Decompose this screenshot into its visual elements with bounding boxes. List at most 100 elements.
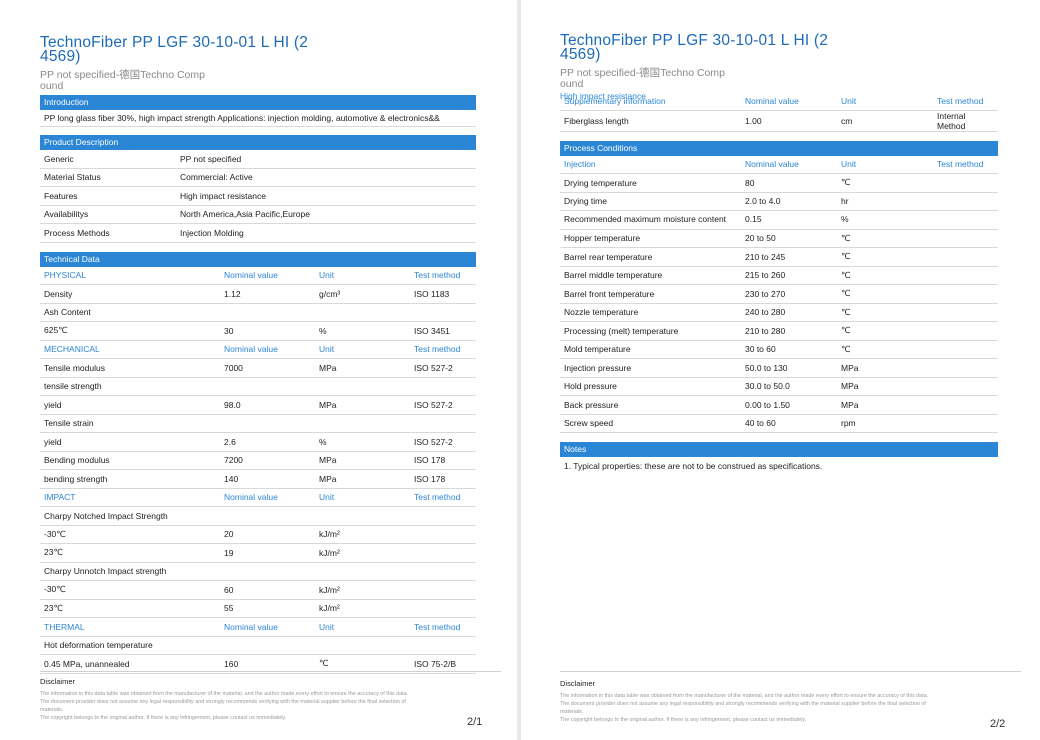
unit-cell: kJ/m² <box>315 599 410 618</box>
disclaimer-line: materials. <box>40 707 64 713</box>
property-cell: Barrel middle temperature <box>560 266 741 285</box>
product-description-header: Product Description <box>40 135 476 150</box>
disclaimer: Disclaimer The information in this data … <box>560 679 928 724</box>
value-cell: 19 <box>220 543 315 563</box>
unit-cell: cm <box>837 110 933 132</box>
test-method-cell <box>933 340 998 359</box>
test-method-cell <box>933 395 998 415</box>
property-cell: 23℃ <box>40 599 220 618</box>
unit-cell: % <box>315 321 410 341</box>
test-method-cell <box>933 266 998 285</box>
test-method-cell <box>933 247 998 267</box>
supplementary-section: High impact resistance Supplementary inf… <box>560 91 998 132</box>
table-row: yield 2.6% ISO 527-2 <box>40 432 476 452</box>
column-header: Test method <box>410 488 476 507</box>
test-method-cell: ISO 1183 <box>410 284 476 304</box>
value-cell: 2.6 <box>220 432 315 452</box>
test-method-cell <box>933 173 998 193</box>
test-method-cell <box>410 636 476 655</box>
unit-cell: hr <box>837 192 933 211</box>
value-cell <box>220 414 315 433</box>
table-row: Recommended maximum moisture content 0.15… <box>560 210 998 230</box>
column-header: Nominal value <box>220 266 315 285</box>
subtitle-line-1: PP not specified-德国Techno Comp <box>560 67 725 79</box>
document-subtitle: PP not specified-德国Techno Comp ound <box>560 68 998 90</box>
column-header: Test method <box>410 340 476 359</box>
unit-cell: MPa <box>837 358 933 378</box>
property-cell: Charpy Unnotch Impact strength <box>40 562 220 581</box>
table-row: Tensile modulus 7000 MPa ISO 527-2 <box>40 358 476 378</box>
process-conditions-header: Process Conditions <box>560 140 998 156</box>
disclaimer-line: The copyright belongs to the original au… <box>560 717 807 723</box>
disclaimer-title: Disclaimer <box>40 677 76 686</box>
property-cell: Drying temperature <box>560 173 741 193</box>
table-row: Material Status Commercial: Active <box>40 168 476 187</box>
test-method-cell <box>933 229 998 248</box>
disclaimer-line: The document provider does not assume an… <box>560 701 926 707</box>
subtitle-line-2: ound <box>560 78 584 90</box>
test-method-cell <box>933 414 998 433</box>
unit-cell <box>315 636 410 655</box>
table-header-row: Supplementary information Nominal value Un… <box>560 92 998 111</box>
disclaimer-line: The information in this data table was o… <box>560 693 929 699</box>
document-title: TechnoFiber PP LGF 30-10-01 L HI (2 4569… <box>560 33 998 63</box>
test-method-cell: ISO 178 <box>410 451 476 470</box>
unit-cell: ℃ <box>315 654 410 674</box>
disclaimer-line: The copyright belongs to the original au… <box>40 715 287 721</box>
table-row: Barrel front temperature 230 to 270 ℃ <box>560 284 998 304</box>
value-cell: 30 <box>220 321 315 341</box>
value-cell: PP not specified <box>176 150 476 169</box>
column-header: MECHANICAL <box>40 340 220 359</box>
column-header: Injection <box>560 155 741 174</box>
table-row: Generic PP not specified <box>40 150 476 169</box>
property-cell: Charpy Notched Impact Strength <box>40 506 220 526</box>
table-row: Mold temperature 30 to 60 ℃ <box>560 340 998 359</box>
property-cell: Nozzle temperature <box>560 303 741 322</box>
title-line-1: TechnoFiber PP LGF 30-10-01 L HI (2 <box>40 34 309 51</box>
value-cell: 240 to 280 <box>741 303 837 322</box>
value-cell: 30.0 to 50.0 <box>741 377 837 396</box>
value-cell: 230 to 270 <box>741 284 837 304</box>
test-method-cell <box>410 562 476 581</box>
property-cell: Density <box>40 284 220 304</box>
test-method-cell <box>410 506 476 526</box>
table-row: Hopper temperature 20 to 50 ℃ <box>560 229 998 248</box>
table-row: tensile strength <box>40 377 476 396</box>
test-method-cell <box>410 377 476 396</box>
column-header: THERMAL <box>40 617 220 637</box>
property-cell: Tensile modulus <box>40 358 220 378</box>
unit-cell <box>315 303 410 322</box>
value-cell: 20 <box>220 525 315 544</box>
test-method-cell: ISO 178 <box>410 469 476 489</box>
property-cell: Back pressure <box>560 395 741 415</box>
test-method-cell <box>933 321 998 341</box>
property-cell: Bending modulus <box>40 451 220 470</box>
unit-cell: ℃ <box>837 303 933 322</box>
value-cell: 210 to 280 <box>741 321 837 341</box>
table-row: Tensile strain <box>40 414 476 433</box>
unit-cell: ℃ <box>837 247 933 267</box>
test-method-cell <box>410 580 476 600</box>
value-cell: 210 to 245 <box>741 247 837 267</box>
unit-cell: kJ/m² <box>315 543 410 563</box>
column-header: Test method <box>933 155 998 174</box>
table-row: Drying temperature 80 ℃ <box>560 173 998 193</box>
column-header: Supplementary information <box>560 92 741 111</box>
column-header: Unit <box>315 488 410 507</box>
test-method-cell <box>410 543 476 563</box>
disclaimer-title: Disclaimer <box>560 679 596 688</box>
page-2: TechnoFiber PP LGF 30-10-01 L HI (2 4569… <box>521 0 1040 740</box>
table-row: Barrel middle temperature 215 to 260 ℃ <box>560 266 998 285</box>
table-row: yield 98.0 MPa ISO 527-2 <box>40 395 476 415</box>
value-cell <box>220 506 315 526</box>
test-method-cell <box>410 414 476 433</box>
table-row: 23℃ 19 kJ/m² <box>40 543 476 563</box>
value-cell: 1.00 <box>741 110 837 132</box>
page-1: TechnoFiber PP LGF 30-10-01 L HI (2 4569… <box>0 0 517 740</box>
test-method-cell: ISO 527-2 <box>410 395 476 415</box>
unit-cell: g/cm³ <box>315 284 410 304</box>
column-header: Nominal value <box>220 617 315 637</box>
column-header: Unit <box>837 92 933 111</box>
unit-cell: ℃ <box>837 266 933 285</box>
table-row: Nozzle temperature 240 to 280 ℃ <box>560 303 998 322</box>
